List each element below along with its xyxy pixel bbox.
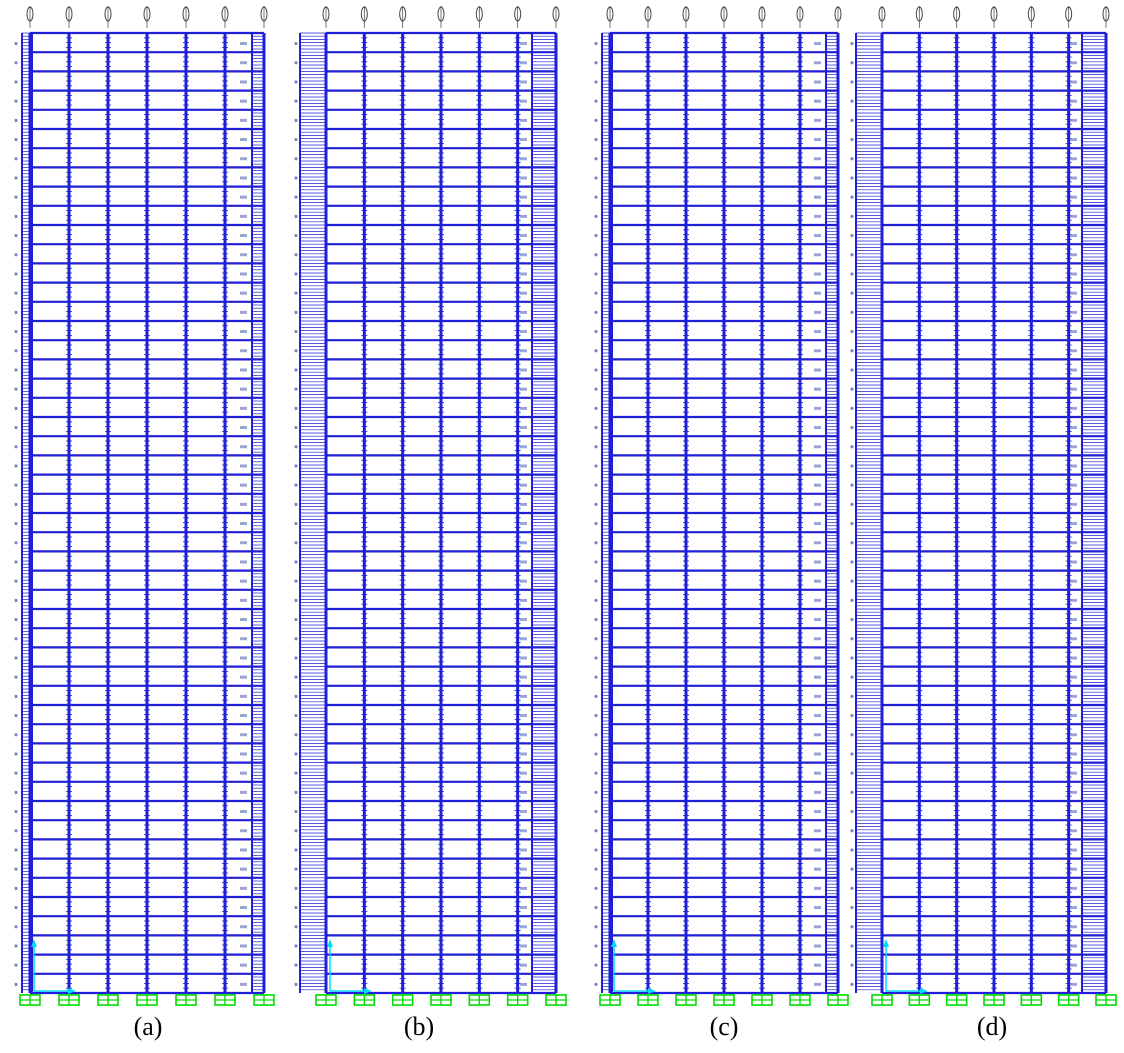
fixed-support-icon — [751, 994, 773, 1006]
panel-a-caption: (a) — [133, 1012, 163, 1041]
grid-bubble-icon — [1065, 6, 1073, 22]
fixed-support-icon — [1057, 994, 1080, 1006]
fixed-support-icon — [506, 994, 529, 1006]
grid-bubble-icon — [437, 6, 445, 22]
fixed-support-icon — [713, 994, 735, 1006]
panel-c-caption: (c) — [709, 1012, 739, 1041]
member-value-marks — [294, 41, 527, 986]
edge-hatch-band — [1081, 32, 1107, 993]
edge-hatch-band — [601, 32, 613, 993]
grid-bubble-icon — [399, 6, 407, 22]
fixed-support-icon — [675, 994, 697, 1006]
fixed-support-icon — [214, 994, 236, 1006]
frame-panel-a — [14, 6, 275, 1006]
grid-bubble-icon — [796, 6, 804, 22]
grid-bubble-icon — [514, 6, 522, 22]
grid-bubble-icon — [953, 6, 961, 22]
grid-bubble-icon — [260, 6, 268, 22]
edge-hatch-band — [251, 32, 265, 993]
fixed-support-icon — [136, 994, 158, 1006]
fixed-support-icon — [637, 994, 659, 1006]
edge-hatch-band — [299, 32, 327, 993]
local-axes-icon — [611, 939, 656, 994]
fixed-support-icon — [983, 994, 1005, 1006]
grid-bubble-icon — [322, 6, 330, 22]
fixed-support-icon — [353, 994, 376, 1006]
grid-bubble-icon — [552, 6, 560, 22]
grid-bubble-icon — [221, 6, 229, 22]
grid-bubble-icon — [606, 6, 614, 22]
grid-bubble-icon — [182, 6, 190, 22]
fixed-support-icon — [468, 994, 491, 1006]
fixed-support-icon — [945, 994, 968, 1006]
local-axes-icon — [327, 939, 372, 994]
fixed-support-icon — [315, 994, 337, 1006]
local-axes-icon — [883, 939, 928, 994]
grid-bubble-icon — [1102, 6, 1110, 22]
edge-hatch-band — [531, 32, 557, 993]
frame-panel-b — [294, 6, 567, 1006]
member-value-marks — [14, 41, 247, 986]
grid-bubble-icon — [915, 6, 923, 22]
fixed-support-icon — [58, 994, 80, 1006]
local-axes-icon — [31, 939, 76, 994]
edge-hatch-band — [855, 32, 883, 993]
edge-hatch-band — [21, 32, 33, 993]
fixed-support-icon — [391, 994, 414, 1006]
fixed-support-icon — [827, 994, 849, 1006]
edge-hatch-band — [825, 32, 839, 993]
column-tick-marks — [645, 37, 803, 989]
member-value-marks — [594, 41, 821, 986]
fixed-support-icon — [175, 994, 197, 1006]
fixed-support-icon — [908, 994, 931, 1006]
column-tick-marks — [66, 37, 228, 989]
grid-bubble-icon — [65, 6, 73, 22]
grid-bubble-icon — [26, 6, 34, 22]
fixed-support-icon — [545, 994, 567, 1006]
grid-bubble-icon — [990, 6, 998, 22]
frame-panel-c — [594, 6, 849, 1006]
fixed-support-icon — [871, 994, 893, 1006]
panel-b-caption: (b) — [403, 1012, 435, 1041]
fixed-support-icon — [1095, 994, 1117, 1006]
fixed-support-icon — [1020, 994, 1043, 1006]
member-value-marks — [850, 41, 1077, 986]
grid-bubble-icon — [834, 6, 842, 22]
grid-bubble-icon — [1027, 6, 1035, 22]
grid-bubble-icon — [644, 6, 652, 22]
fixed-support-icon — [253, 994, 275, 1006]
fixed-support-icon — [599, 994, 621, 1006]
grid-bubble-icon — [758, 6, 766, 22]
frame-panel-d — [850, 6, 1117, 1006]
fixed-support-icon — [789, 994, 811, 1006]
grid-bubble-icon — [475, 6, 483, 22]
grid-bubble-icon — [143, 6, 151, 22]
fixed-support-icon — [97, 994, 119, 1006]
grid-bubble-icon — [720, 6, 728, 22]
grid-bubble-icon — [878, 6, 886, 22]
grid-bubble-icon — [682, 6, 690, 22]
column-tick-marks — [361, 37, 521, 989]
grid-bubble-icon — [360, 6, 368, 22]
panel-d-caption: (d) — [976, 1012, 1008, 1041]
fixed-support-icon — [430, 994, 452, 1006]
fixed-support-icon — [19, 994, 41, 1006]
grid-bubble-icon — [104, 6, 112, 22]
